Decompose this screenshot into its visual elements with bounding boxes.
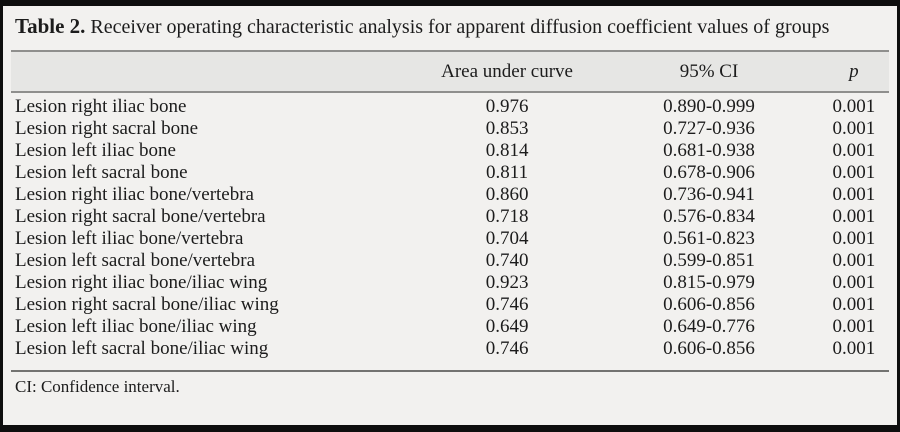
row-label: Lesion left iliac bone/iliac wing — [15, 316, 257, 337]
table-row: Lesion right sacral bone/vertebra 0.718 … — [11, 206, 889, 228]
row-label: Lesion left iliac bone — [15, 140, 176, 161]
auc-value: 0.860 — [485, 184, 529, 205]
auc-value: 0.746 — [485, 338, 529, 359]
p-value: 0.001 — [832, 162, 876, 183]
row-label: Lesion left iliac bone/vertebra — [15, 228, 244, 249]
row-label: Lesion right iliac bone/iliac wing — [15, 272, 268, 293]
p-value: 0.001 — [832, 140, 876, 161]
ci-value: 0.681-0.938 — [663, 140, 755, 161]
p-value: 0.001 — [832, 272, 876, 293]
auc-value: 0.718 — [485, 206, 529, 227]
table-row: Lesion right iliac bone/vertebra 0.860 0… — [11, 184, 889, 206]
ci-value: 0.890-0.999 — [663, 96, 755, 117]
row-label: Lesion left sacral bone/vertebra — [15, 250, 256, 271]
ci-value: 0.727-0.936 — [663, 118, 755, 139]
p-value: 0.001 — [832, 338, 876, 359]
ci-value: 0.815-0.979 — [663, 272, 755, 293]
table-row: Lesion left iliac bone 0.814 0.681-0.938… — [11, 140, 889, 162]
col-header-95-ci: 95% CI — [599, 50, 819, 93]
ci-value: 0.606-0.856 — [663, 294, 755, 315]
row-label: Lesion right sacral bone/vertebra — [15, 206, 266, 227]
table-footnote: CI: Confidence interval. — [11, 370, 889, 398]
col-header-area-under-curve: Area under curve — [414, 50, 600, 93]
table-row: Lesion left iliac bone/iliac wing 0.649 … — [11, 316, 889, 338]
col-header-p: p — [818, 50, 889, 93]
auc-value: 0.814 — [485, 140, 529, 161]
p-value: 0.001 — [832, 294, 876, 315]
table-header-row: Area under curve 95% CI p — [11, 50, 889, 93]
auc-value: 0.746 — [485, 294, 529, 315]
table-caption-number: Table 2. — [15, 14, 86, 38]
ci-value: 0.649-0.776 — [663, 316, 755, 337]
auc-value: 0.811 — [486, 162, 529, 183]
ci-value: 0.736-0.941 — [663, 184, 755, 205]
p-value: 0.001 — [832, 184, 876, 205]
p-value: 0.001 — [832, 228, 876, 249]
table-row: Lesion right iliac bone/iliac wing 0.923… — [11, 272, 889, 294]
p-value: 0.001 — [832, 250, 876, 271]
ci-value: 0.606-0.856 — [663, 338, 755, 359]
table-caption: Table 2. Receiver operating characterist… — [15, 13, 883, 41]
ci-value: 0.599-0.851 — [663, 250, 755, 271]
col-header-empty — [11, 50, 415, 93]
table-row: Lesion left sacral bone/vertebra 0.740 0… — [11, 250, 889, 272]
row-label: Lesion right sacral bone/iliac wing — [15, 294, 279, 315]
auc-value: 0.976 — [485, 96, 529, 117]
row-label: Lesion right sacral bone — [15, 118, 199, 139]
p-value: 0.001 — [832, 96, 876, 117]
table-caption-text: Receiver operating characteristic analys… — [90, 16, 830, 38]
auc-value: 0.649 — [485, 316, 529, 337]
table-row: Lesion left sacral bone/iliac wing 0.746… — [11, 338, 889, 360]
ci-value: 0.576-0.834 — [663, 206, 755, 227]
p-value: 0.001 — [832, 206, 876, 227]
auc-value: 0.923 — [485, 272, 529, 293]
row-label: Lesion right iliac bone — [15, 96, 187, 117]
table-row: Lesion right sacral bone 0.853 0.727-0.9… — [11, 118, 889, 140]
row-label: Lesion right iliac bone/vertebra — [15, 184, 254, 205]
table-row: Lesion left sacral bone 0.811 0.678-0.90… — [11, 162, 889, 184]
row-label: Lesion left sacral bone — [15, 162, 188, 183]
ci-value: 0.561-0.823 — [663, 228, 755, 249]
roc-table: Area under curve 95% CI p Lesion right i… — [11, 50, 889, 360]
p-value: 0.001 — [832, 316, 876, 337]
p-value: 0.001 — [832, 118, 876, 139]
table-row: Lesion left iliac bone/vertebra 0.704 0.… — [11, 228, 889, 250]
row-label: Lesion left sacral bone/iliac wing — [15, 338, 269, 359]
table-row: Lesion right iliac bone 0.976 0.890-0.99… — [11, 92, 889, 118]
auc-value: 0.853 — [485, 118, 529, 139]
auc-value: 0.704 — [485, 228, 529, 249]
ci-value: 0.678-0.906 — [663, 162, 755, 183]
auc-value: 0.740 — [485, 250, 529, 271]
table-row: Lesion right sacral bone/iliac wing 0.74… — [11, 294, 889, 316]
